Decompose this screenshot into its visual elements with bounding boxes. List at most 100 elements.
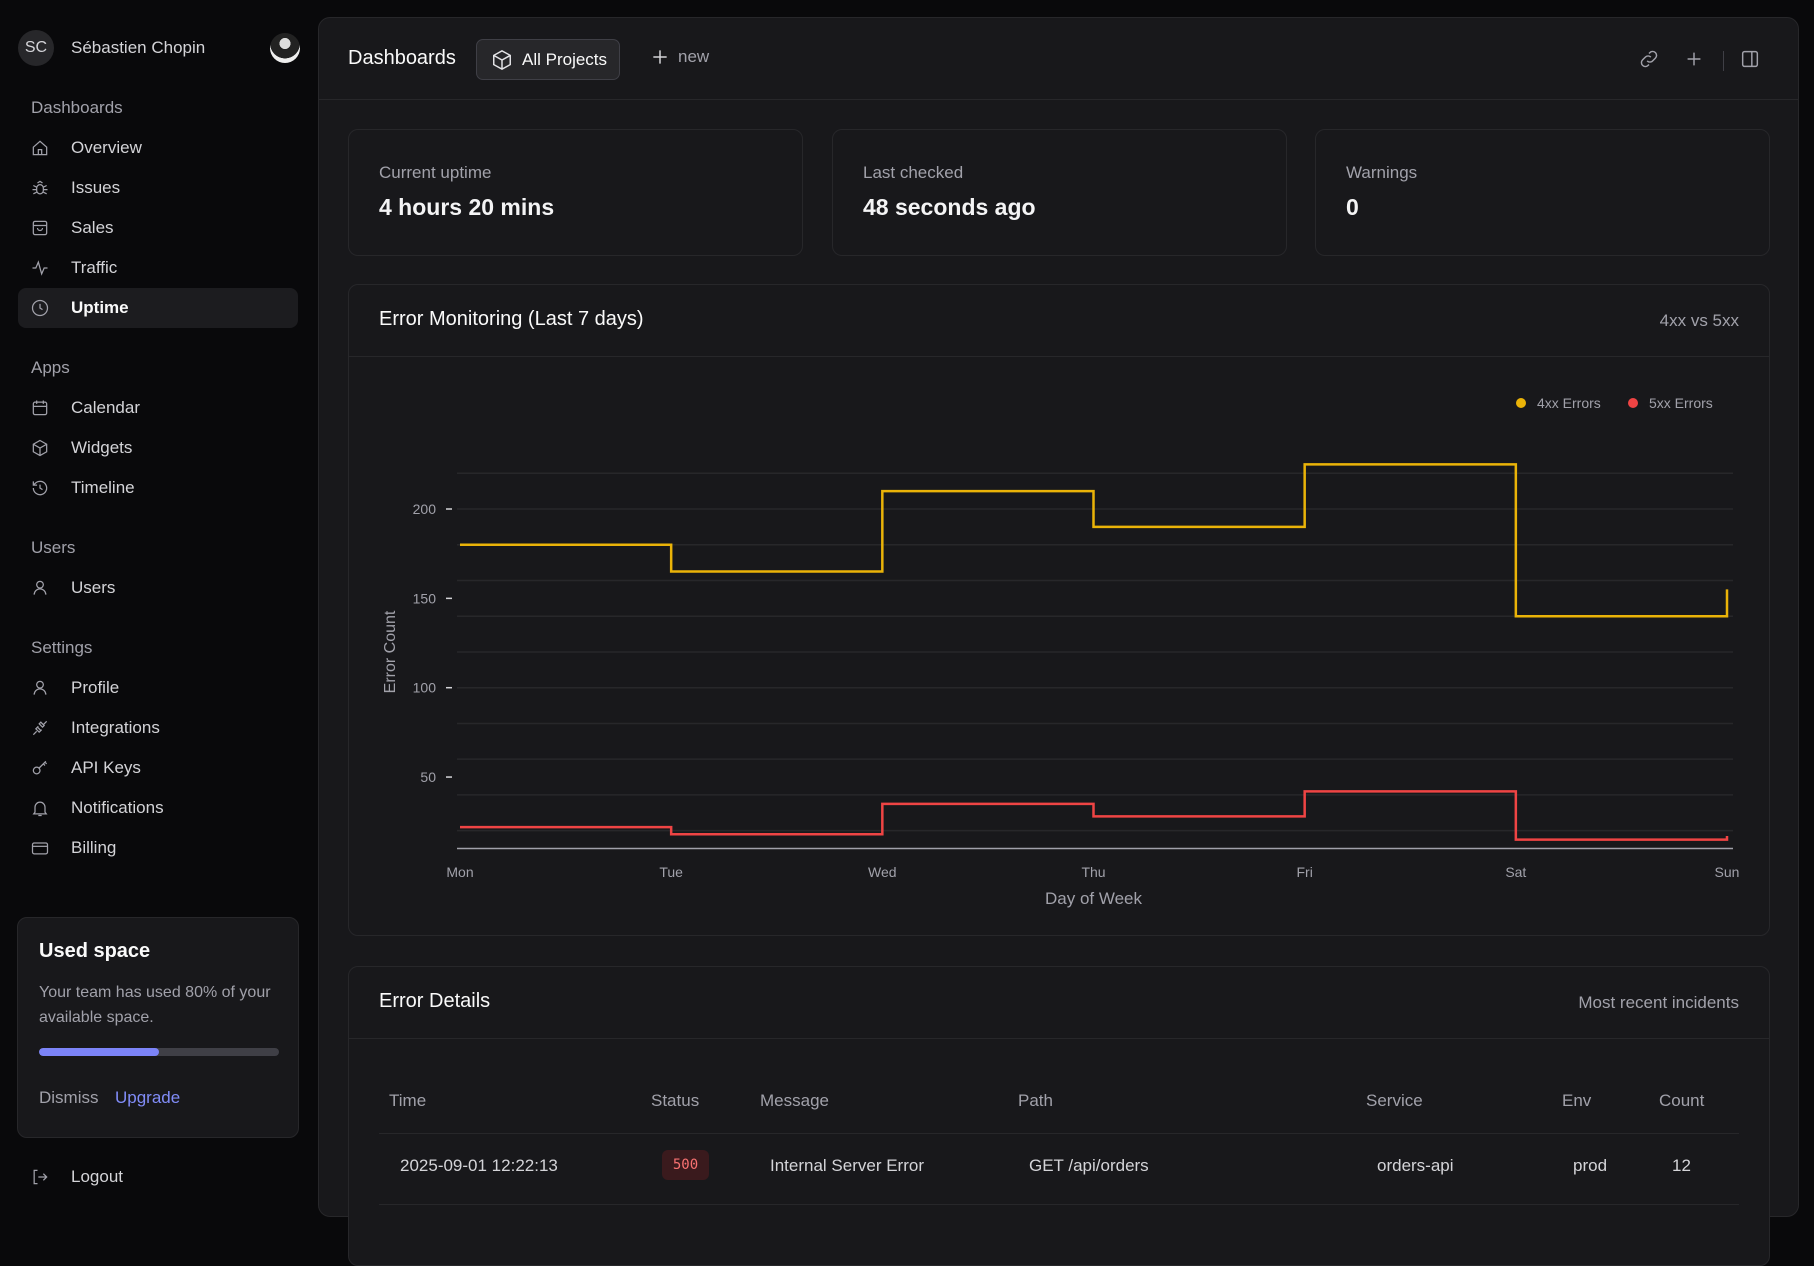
sidebar-item-issues[interactable]: Issues xyxy=(18,168,298,208)
x-tick-label: Fri xyxy=(1297,864,1313,880)
sidebar-item-integrations[interactable]: Integrations xyxy=(18,708,298,748)
user-icon xyxy=(33,680,47,695)
calendar-icon xyxy=(32,400,48,416)
stat-card: Current uptime 4 hours 20 mins xyxy=(348,129,803,256)
sidebar-item-label: API Keys xyxy=(71,758,141,777)
series-line-4xx xyxy=(460,463,1729,618)
sidebar-toggle-icon[interactable] xyxy=(1739,48,1761,70)
column-header[interactable]: Time xyxy=(389,1091,427,1110)
sidebar-item-notifications[interactable]: Notifications xyxy=(18,788,298,828)
stat-label: Current uptime xyxy=(379,163,492,182)
column-header[interactable]: Status xyxy=(651,1091,700,1110)
cell-path: GET /api/orders xyxy=(1029,1156,1149,1175)
sidebar-item-users[interactable]: Users xyxy=(18,568,298,608)
cell-count: 12 xyxy=(1672,1156,1691,1175)
box-icon xyxy=(493,49,511,70)
sidebar-item-sales[interactable]: Sales xyxy=(18,208,298,248)
sidebar-item-widgets[interactable]: Widgets xyxy=(18,428,298,468)
error-monitoring-card: Error Monitoring (Last 7 days) 4xx vs 5x… xyxy=(348,284,1770,936)
user-menu[interactable]: SC Sébastien Chopin xyxy=(18,30,300,66)
stat-card: Warnings 0 xyxy=(1315,129,1770,256)
x-tick-label: Tue xyxy=(659,864,683,880)
sidebar-item-label: Billing xyxy=(71,838,117,857)
progress-fill xyxy=(39,1048,159,1056)
sidebar-item-uptime[interactable]: Uptime xyxy=(18,288,298,328)
column-header[interactable]: Message xyxy=(760,1091,829,1110)
sidebar-item-overview[interactable]: Overview xyxy=(18,128,298,168)
status-badge: 500 xyxy=(662,1150,709,1180)
sidebar-item-profile[interactable]: Profile xyxy=(18,668,298,708)
series-line-5xx xyxy=(460,790,1729,841)
y-tick-label: 150 xyxy=(413,590,437,606)
project-selector[interactable]: All Projects xyxy=(476,39,621,80)
user-icon xyxy=(33,580,47,595)
new-dashboard-button[interactable]: new xyxy=(650,47,709,67)
sidebar-section-label: Users xyxy=(31,538,76,557)
upgrade-button[interactable]: Upgrade xyxy=(115,1088,181,1107)
x-tick-label: Sat xyxy=(1505,864,1526,880)
column-header[interactable]: Service xyxy=(1366,1091,1423,1110)
avatar[interactable] xyxy=(270,33,300,63)
used-space-text: Your team has used 80% of your available… xyxy=(39,984,271,1026)
key-icon xyxy=(32,760,48,775)
sidebar-item-label: Users xyxy=(71,578,116,597)
logout-label: Logout xyxy=(71,1167,123,1186)
column-header[interactable]: Env xyxy=(1562,1091,1592,1110)
link-icon[interactable] xyxy=(1638,48,1660,70)
sidebar-item-api-keys[interactable]: API Keys xyxy=(18,748,298,788)
project-label: All Projects xyxy=(522,49,608,69)
credit-card-icon xyxy=(31,842,49,855)
shopping-bag-icon xyxy=(32,220,48,236)
sidebar-item-label: Overview xyxy=(71,138,142,157)
chart-card-subtitle: 4xx vs 5xx xyxy=(1659,311,1739,330)
sidebar-section-label: Settings xyxy=(31,638,93,657)
sidebar-item-billing[interactable]: Billing xyxy=(18,828,298,868)
cell-service: orders-api xyxy=(1377,1156,1454,1175)
legend-label: 4xx Errors xyxy=(1537,395,1601,411)
x-tick-label: Mon xyxy=(446,864,473,880)
logout-button[interactable]: Logout xyxy=(18,1157,298,1197)
legend-dot xyxy=(1516,398,1526,408)
x-tick-label: Sun xyxy=(1715,864,1740,880)
x-tick-label: Thu xyxy=(1081,864,1105,880)
history-icon xyxy=(32,480,48,496)
cell-time: 2025-09-01 12:22:13 xyxy=(400,1156,558,1175)
sidebar: SC Sébastien Chopin Dashboards Overview Is… xyxy=(0,0,317,1212)
x-tick-label: Wed xyxy=(868,864,897,880)
legend-dot xyxy=(1628,398,1638,408)
sidebar-item-timeline[interactable]: Timeline xyxy=(18,468,298,508)
column-header[interactable]: Count xyxy=(1659,1091,1705,1110)
error-chart: 50 100 150 200 Mon Tue Wed Thu Fri Sat Sun Day of W… xyxy=(382,395,1740,908)
sidebar-item-label: Integrations xyxy=(71,718,160,737)
stat-value: 48 seconds ago xyxy=(863,194,1036,220)
dismiss-button[interactable]: Dismiss xyxy=(39,1088,99,1107)
y-tick-label: 100 xyxy=(413,680,437,696)
logout-icon xyxy=(33,1169,48,1185)
details-title: Error Details xyxy=(379,990,491,1012)
stat-label: Last checked xyxy=(863,163,964,182)
sidebar-item-traffic[interactable]: Traffic xyxy=(18,248,298,288)
bell-icon xyxy=(32,801,48,817)
used-space-title: Used space xyxy=(39,940,151,962)
column-header[interactable]: Path xyxy=(1018,1091,1053,1110)
used-space-progress xyxy=(39,1048,279,1056)
cell-message: Internal Server Error xyxy=(770,1156,924,1175)
plus-icon[interactable] xyxy=(1683,48,1705,70)
cell-env: prod xyxy=(1573,1156,1608,1175)
stat-label: Warnings xyxy=(1346,163,1418,182)
sidebar-item-calendar[interactable]: Calendar xyxy=(18,388,298,428)
y-axis-title: Error Count xyxy=(382,610,399,693)
sidebar-item-label: Notifications xyxy=(71,798,164,817)
stat-value: 4 hours 20 mins xyxy=(379,194,555,220)
home-icon xyxy=(32,140,48,156)
activity-icon xyxy=(32,260,48,276)
user-name: Sébastien Chopin xyxy=(71,38,206,57)
sidebar-item-label: Timeline xyxy=(71,478,135,497)
stat-value: 0 xyxy=(1346,194,1359,220)
sidebar-item-label: Traffic xyxy=(71,258,118,277)
used-space-card: Used space Your team has used 80% of you… xyxy=(17,917,299,1138)
sidebar-item-label: Profile xyxy=(71,678,120,697)
divider xyxy=(1723,51,1724,71)
chart-card-title: Error Monitoring (Last 7 days) xyxy=(379,308,644,330)
header: Dashboards All Projects new xyxy=(319,18,1798,100)
